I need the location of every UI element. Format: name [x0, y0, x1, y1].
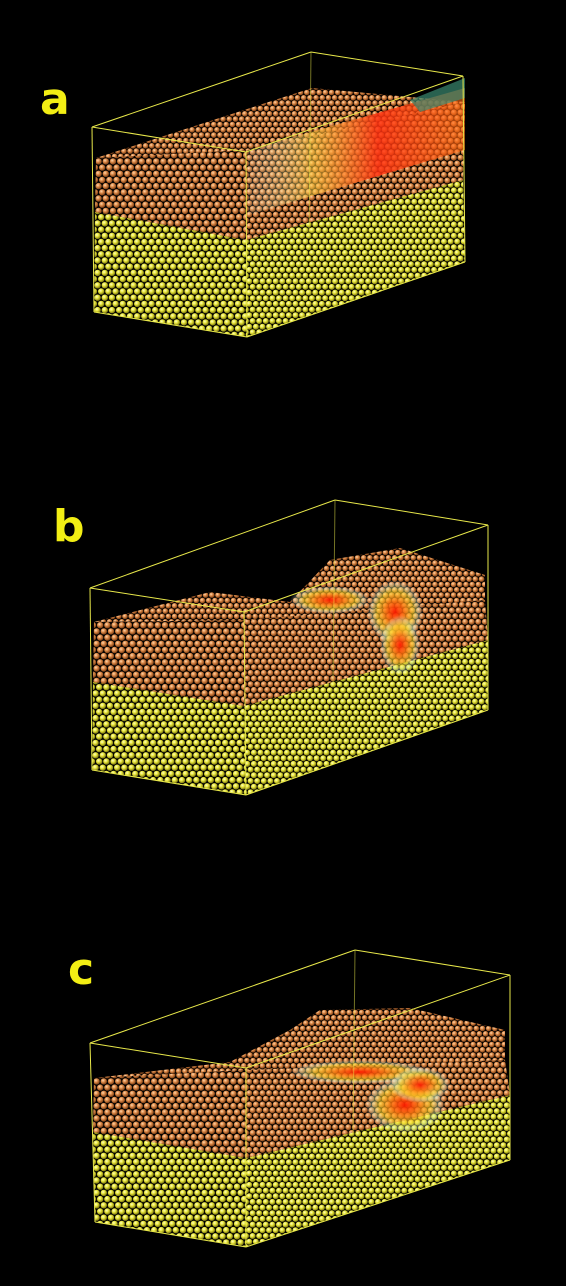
- energy-hotspot: [248, 78, 465, 215]
- energy-hotspot: [290, 1060, 450, 1133]
- lower-layer-front: [94, 212, 247, 337]
- panel-label-b: b: [53, 501, 85, 552]
- simulation-box: [91, 51, 466, 338]
- panel-label-c: c: [68, 944, 95, 995]
- panel-label-a: a: [40, 74, 70, 125]
- simulation-box: [89, 949, 511, 1248]
- lower-layer-front: [92, 682, 246, 795]
- upper-layer-front: [93, 1070, 246, 1158]
- panel-b: [89, 499, 489, 796]
- panel-a: [91, 51, 466, 338]
- energy-hotspot: [290, 580, 423, 675]
- panel-c: [89, 949, 511, 1248]
- simulation-box: [89, 499, 489, 796]
- lower-layer-front: [93, 1132, 246, 1247]
- upper-layer-front: [93, 620, 244, 706]
